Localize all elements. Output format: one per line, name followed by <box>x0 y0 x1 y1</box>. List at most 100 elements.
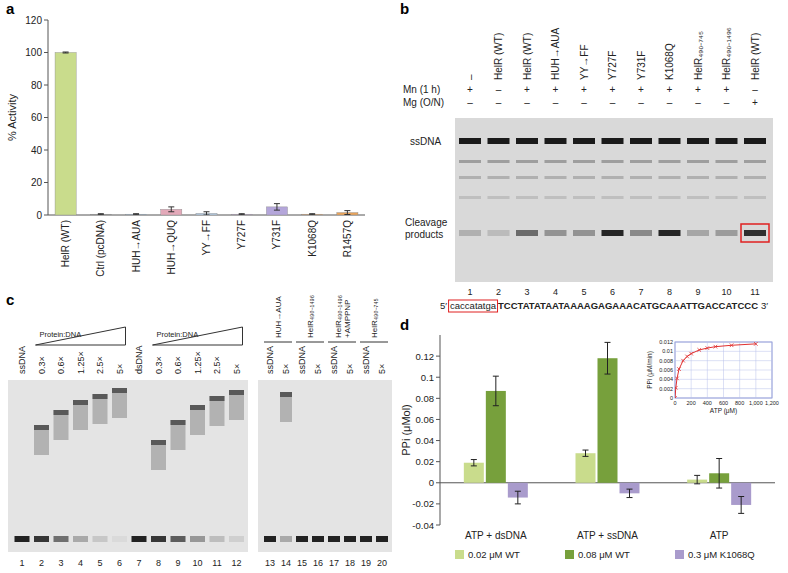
band <box>630 138 652 144</box>
error-stem <box>171 207 172 212</box>
condition-mark: – <box>553 97 559 108</box>
panel-label: a <box>6 0 15 17</box>
error-bar <box>344 211 350 215</box>
band <box>716 160 738 163</box>
lane-label: ssDNA <box>265 346 275 374</box>
x-tick-label: YY→FF <box>201 220 212 256</box>
error-cap <box>63 52 69 53</box>
error-cap <box>627 489 633 490</box>
inset-frame <box>675 342 772 398</box>
smear <box>280 392 292 422</box>
condition-mark: + <box>524 84 530 95</box>
panel-c: ssDNA10.3×20.6×31.25×42.5×55×6dsDNA70.3×… <box>8 295 392 568</box>
y-tick <box>44 150 48 151</box>
band <box>112 536 127 542</box>
error-bar <box>627 489 633 497</box>
lane-label: HelR (WT) <box>522 33 533 80</box>
y-tick <box>44 85 48 86</box>
smear <box>210 396 225 426</box>
y-tick <box>436 525 440 526</box>
band <box>687 138 709 144</box>
point <box>675 377 679 381</box>
lane-label: ssDNA <box>329 346 339 374</box>
error-stem <box>741 497 742 514</box>
error-stem <box>347 211 348 215</box>
x-tick-label: HelR (WT) <box>60 220 71 267</box>
condition-mark: – <box>467 97 473 108</box>
group-label-line: +AMPPNP <box>343 300 352 338</box>
error-stem <box>697 475 698 483</box>
band <box>312 536 324 542</box>
y-tick-label: 0.04 <box>416 435 435 446</box>
grid-line <box>675 398 772 399</box>
legend-label: 0.08 μM WT <box>578 549 630 560</box>
x-tick-label: R1457Q <box>342 220 353 257</box>
error-cap <box>493 376 499 377</box>
y-tick-label: 0.01 <box>662 348 673 354</box>
error-cap <box>515 503 521 504</box>
group-label-line: HelR₄₉₀₋₁₄₉₆ <box>306 295 315 338</box>
point <box>681 359 685 363</box>
band <box>716 138 738 144</box>
y-tick-label: 40 <box>31 145 43 156</box>
error-cap <box>274 203 280 204</box>
lane-number: 10 <box>721 287 731 297</box>
error-bar <box>63 52 69 54</box>
error-bar <box>239 213 245 215</box>
lane-label: 5× <box>232 364 242 374</box>
condition-mark: + <box>667 84 673 95</box>
condition-mark: + <box>610 84 616 95</box>
point <box>714 345 718 349</box>
error-bar <box>471 460 477 466</box>
error-cap <box>168 211 174 212</box>
x-tick-label: ATP + ssDNA <box>577 530 638 541</box>
band <box>744 230 766 236</box>
y-axis-title: PPi (μM/min) <box>646 351 654 389</box>
error-bar <box>98 213 104 215</box>
bars <box>55 52 358 215</box>
group-line <box>264 342 292 343</box>
highlight-box <box>741 224 769 242</box>
error-cap <box>471 459 477 460</box>
error-cap <box>627 497 633 498</box>
sequence-part: caccatatga <box>450 300 497 311</box>
band <box>488 176 510 179</box>
x-tick-label: 0 <box>673 400 676 406</box>
lane-label: ssDNA <box>17 346 27 374</box>
smear <box>112 388 127 418</box>
legend-swatch <box>455 550 464 559</box>
band <box>602 196 624 199</box>
smear <box>54 410 69 440</box>
lane-number: 3 <box>524 287 529 297</box>
point <box>730 343 734 347</box>
condition-mark: – <box>695 97 701 108</box>
error-cap <box>274 210 280 211</box>
band <box>545 196 567 199</box>
band <box>516 196 538 199</box>
error-cap <box>98 213 104 214</box>
lane-number: 6 <box>610 287 615 297</box>
band <box>687 176 709 179</box>
error-cap <box>239 214 245 215</box>
condition-mark: + <box>467 84 473 95</box>
y-tick <box>44 117 48 118</box>
x-tick-label: Ctrl (pcDNA) <box>95 220 106 277</box>
band <box>659 230 681 236</box>
band <box>602 160 624 163</box>
band <box>210 396 225 401</box>
lane-number: 11 <box>212 558 221 568</box>
band <box>264 536 276 542</box>
group-label-line: HelR₄₉₀₋₁₄₉₆ <box>334 295 343 338</box>
lane-label: 5× <box>115 364 125 374</box>
band <box>171 536 186 542</box>
lane-number: 14 <box>281 558 291 568</box>
y-tick <box>436 398 440 399</box>
y-axis-title: PPi (μMol) <box>400 404 412 456</box>
group-label: HelR₄₉₀₋₁₄₉₆+AMPPNP <box>334 295 352 338</box>
lane-number: 13 <box>265 558 275 568</box>
band <box>376 536 388 542</box>
y-tick-label: 0.004 <box>659 376 673 382</box>
sequence-part: 3′ <box>761 300 768 311</box>
error-cap <box>738 496 744 497</box>
y-tick <box>44 20 48 21</box>
